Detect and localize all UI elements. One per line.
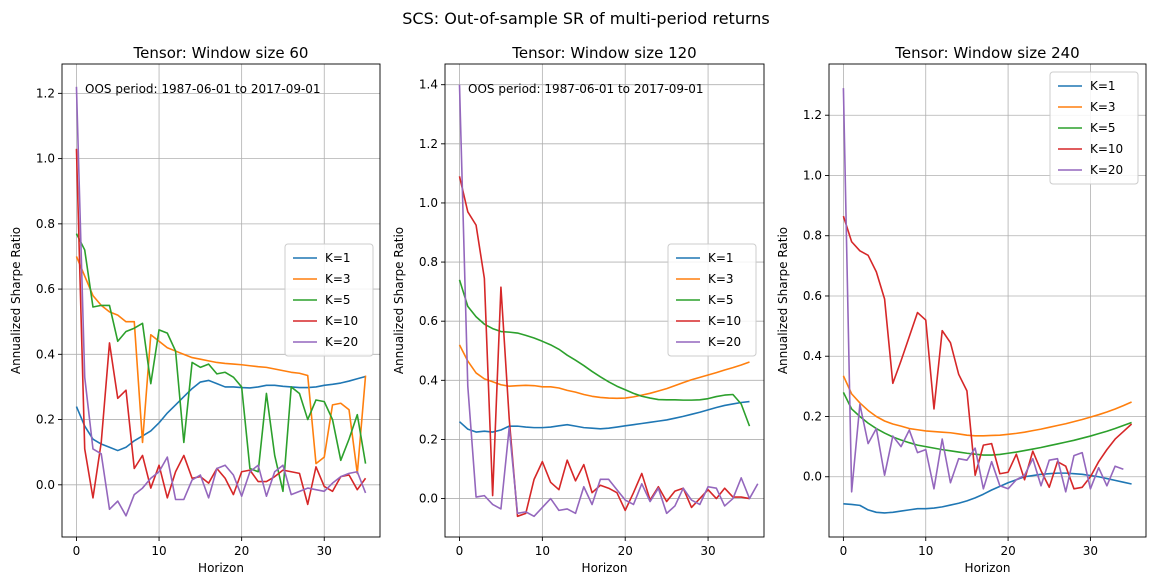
series-line-k20 [75, 86, 367, 517]
x-tick-label: 0 [456, 544, 464, 558]
legend-box [284, 243, 374, 357]
legend-label: K=20 [708, 335, 741, 349]
series-line-k20 [842, 88, 1124, 493]
chart-panel-window-240: Tensor: Window size 240 Horizon Annualiz… [776, 44, 1147, 575]
series-line-k1 [843, 472, 1132, 514]
figure-suptitle: SCS: Out-of-sample SR of multi-period re… [402, 9, 769, 28]
legend-label: K=1 [1090, 79, 1116, 93]
y-tick-label: 1.2 [803, 108, 822, 122]
legend-label: K=20 [1090, 163, 1123, 177]
chart-panel-window-60: Tensor: Window size 60 Horizon Annualize… [9, 44, 381, 575]
series-line-k5 [458, 279, 751, 427]
series-line-k5 [75, 233, 367, 493]
y-tick-label: 1.2 [419, 137, 438, 151]
y-tick-label: 0.8 [36, 217, 55, 231]
series-lines [842, 88, 1133, 514]
y-tick-label: 0.2 [36, 413, 55, 427]
legend-label: K=3 [1090, 100, 1116, 114]
y-tick-label: 0.8 [803, 229, 822, 243]
legend-label: K=5 [708, 293, 734, 307]
axes-frame [828, 63, 1147, 538]
legend-label: K=1 [325, 251, 351, 265]
oos-period-annotation: OOS period: 1987-06-01 to 2017-09-01 [468, 82, 704, 96]
x-tick-label: 30 [317, 544, 332, 558]
x-tick-label: 10 [151, 544, 166, 558]
legend-label: K=10 [1090, 142, 1123, 156]
x-axis-label: Horizon [965, 561, 1011, 575]
series-lines [458, 84, 759, 518]
y-tick-label: 0.8 [419, 255, 438, 269]
y-tick-label: 0.4 [419, 373, 438, 387]
y-tick-label: 1.0 [803, 168, 822, 182]
series-line-k1 [75, 375, 366, 452]
y-axis-label: Annualized Sharpe Ratio [9, 227, 23, 374]
legend-label: K=5 [325, 293, 351, 307]
grid-lines [62, 64, 380, 537]
legend-label: K=3 [708, 272, 734, 286]
chart-title: Tensor: Window size 240 [894, 44, 1079, 62]
legend-box [667, 243, 757, 357]
series-line-k5 [842, 392, 1132, 456]
x-tick-label: 20 [618, 544, 633, 558]
x-axis-label: Horizon [582, 561, 628, 575]
y-tick-label: 1.0 [419, 196, 438, 210]
series-lines [75, 86, 367, 517]
series-line-k3 [842, 375, 1132, 437]
y-tick-label: 1.4 [419, 78, 438, 92]
x-tick-label: 20 [234, 544, 249, 558]
legend: K=1 K=3 K=5 K=10 K=20 [1049, 71, 1139, 185]
series-line-k10 [458, 176, 750, 518]
axes-frame [61, 63, 381, 538]
y-axis-label: Annualized Sharpe Ratio [392, 227, 406, 374]
x-tick-label: 10 [918, 544, 933, 558]
x-tick-label: 30 [1083, 544, 1098, 558]
y-tick-label: 0.4 [803, 349, 822, 363]
chart-title: Tensor: Window size 60 [133, 44, 309, 62]
oos-period-annotation: OOS period: 1987-06-01 to 2017-09-01 [85, 82, 321, 96]
series-line-k1 [458, 400, 750, 433]
y-tick-label: 0.6 [36, 282, 55, 296]
x-tick-label: 20 [1000, 544, 1015, 558]
legend-label: K=3 [325, 272, 351, 286]
series-line-k10 [75, 148, 367, 506]
legend: K=1 K=3 K=5 K=10 K=20 [284, 243, 374, 357]
y-tick-label: 0.2 [803, 409, 822, 423]
x-axis-label: Horizon [198, 561, 244, 575]
y-tick-label: 0.6 [419, 314, 438, 328]
series-line-k3 [75, 256, 367, 475]
y-tick-label: 0.6 [803, 289, 822, 303]
legend-label: K=1 [708, 251, 734, 265]
y-tick-label: 0.0 [419, 492, 438, 506]
series-line-k20 [458, 84, 759, 518]
x-tick-label: 0 [840, 544, 848, 558]
y-tick-label: 0.4 [36, 347, 55, 361]
y-axis-label: Annualized Sharpe Ratio [776, 227, 790, 374]
legend-label: K=10 [708, 314, 741, 328]
y-tick-label: 0.2 [419, 432, 438, 446]
y-tick-label: 1.0 [36, 152, 55, 166]
legend-box [1049, 71, 1139, 185]
chart-panel-window-120: Tensor: Window size 120 Horizon Annualiz… [392, 44, 765, 575]
y-tick-label: 0.0 [803, 470, 822, 484]
x-tick-label: 0 [73, 544, 81, 558]
axes-frame [444, 63, 765, 538]
legend: K=1 K=3 K=5 K=10 K=20 [667, 243, 757, 357]
x-tick-label: 10 [535, 544, 550, 558]
x-tick-label: 30 [700, 544, 715, 558]
legend-label: K=20 [325, 335, 358, 349]
y-tick-label: 0.0 [36, 478, 55, 492]
legend-label: K=5 [1090, 121, 1116, 135]
y-tick-label: 1.2 [36, 86, 55, 100]
legend-label: K=10 [325, 314, 358, 328]
series-line-k10 [842, 215, 1133, 490]
chart-title: Tensor: Window size 120 [511, 44, 696, 62]
